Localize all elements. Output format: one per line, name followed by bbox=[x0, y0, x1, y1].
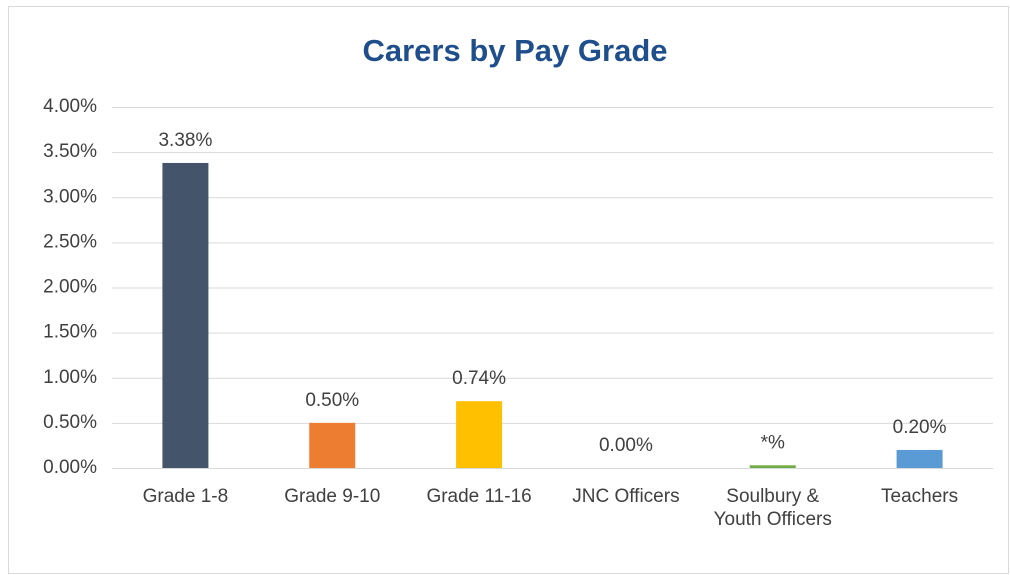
chart-border bbox=[8, 6, 1009, 574]
y-tick-label: 3.50% bbox=[43, 141, 97, 162]
data-label: 0.50% bbox=[305, 390, 359, 411]
data-label: *% bbox=[761, 432, 785, 453]
y-tick-label: 4.00% bbox=[43, 96, 97, 117]
y-tick-label: 1.50% bbox=[43, 322, 97, 343]
x-tick-label: Soulbury & Youth Officers bbox=[713, 486, 832, 530]
x-tick-label: Grade 1-8 bbox=[142, 486, 229, 507]
data-label: 0.00% bbox=[599, 435, 653, 456]
y-tick-label: 2.50% bbox=[43, 231, 97, 252]
data-label: 0.20% bbox=[893, 417, 947, 438]
y-tick-label: 3.00% bbox=[43, 186, 97, 207]
bar bbox=[162, 162, 209, 468]
bar bbox=[456, 401, 503, 468]
data-label: 3.38% bbox=[158, 130, 212, 151]
x-tick-label: Teachers bbox=[881, 486, 959, 507]
bar bbox=[309, 422, 356, 468]
x-tick-label: Grade 9-10 bbox=[284, 486, 381, 507]
bar bbox=[749, 465, 796, 468]
y-tick-label: 2.00% bbox=[43, 277, 97, 298]
y-tick-label: 0.50% bbox=[43, 412, 97, 433]
x-tick-label: JNC Officers bbox=[572, 486, 680, 507]
chart-title: Carers by Pay Grade bbox=[362, 33, 667, 68]
y-tick-label: 0.00% bbox=[43, 457, 97, 478]
bar bbox=[896, 449, 943, 468]
y-tick-label: 1.00% bbox=[43, 367, 97, 388]
data-label: 0.74% bbox=[452, 368, 506, 389]
x-tick-label: Grade 11-16 bbox=[426, 486, 532, 507]
